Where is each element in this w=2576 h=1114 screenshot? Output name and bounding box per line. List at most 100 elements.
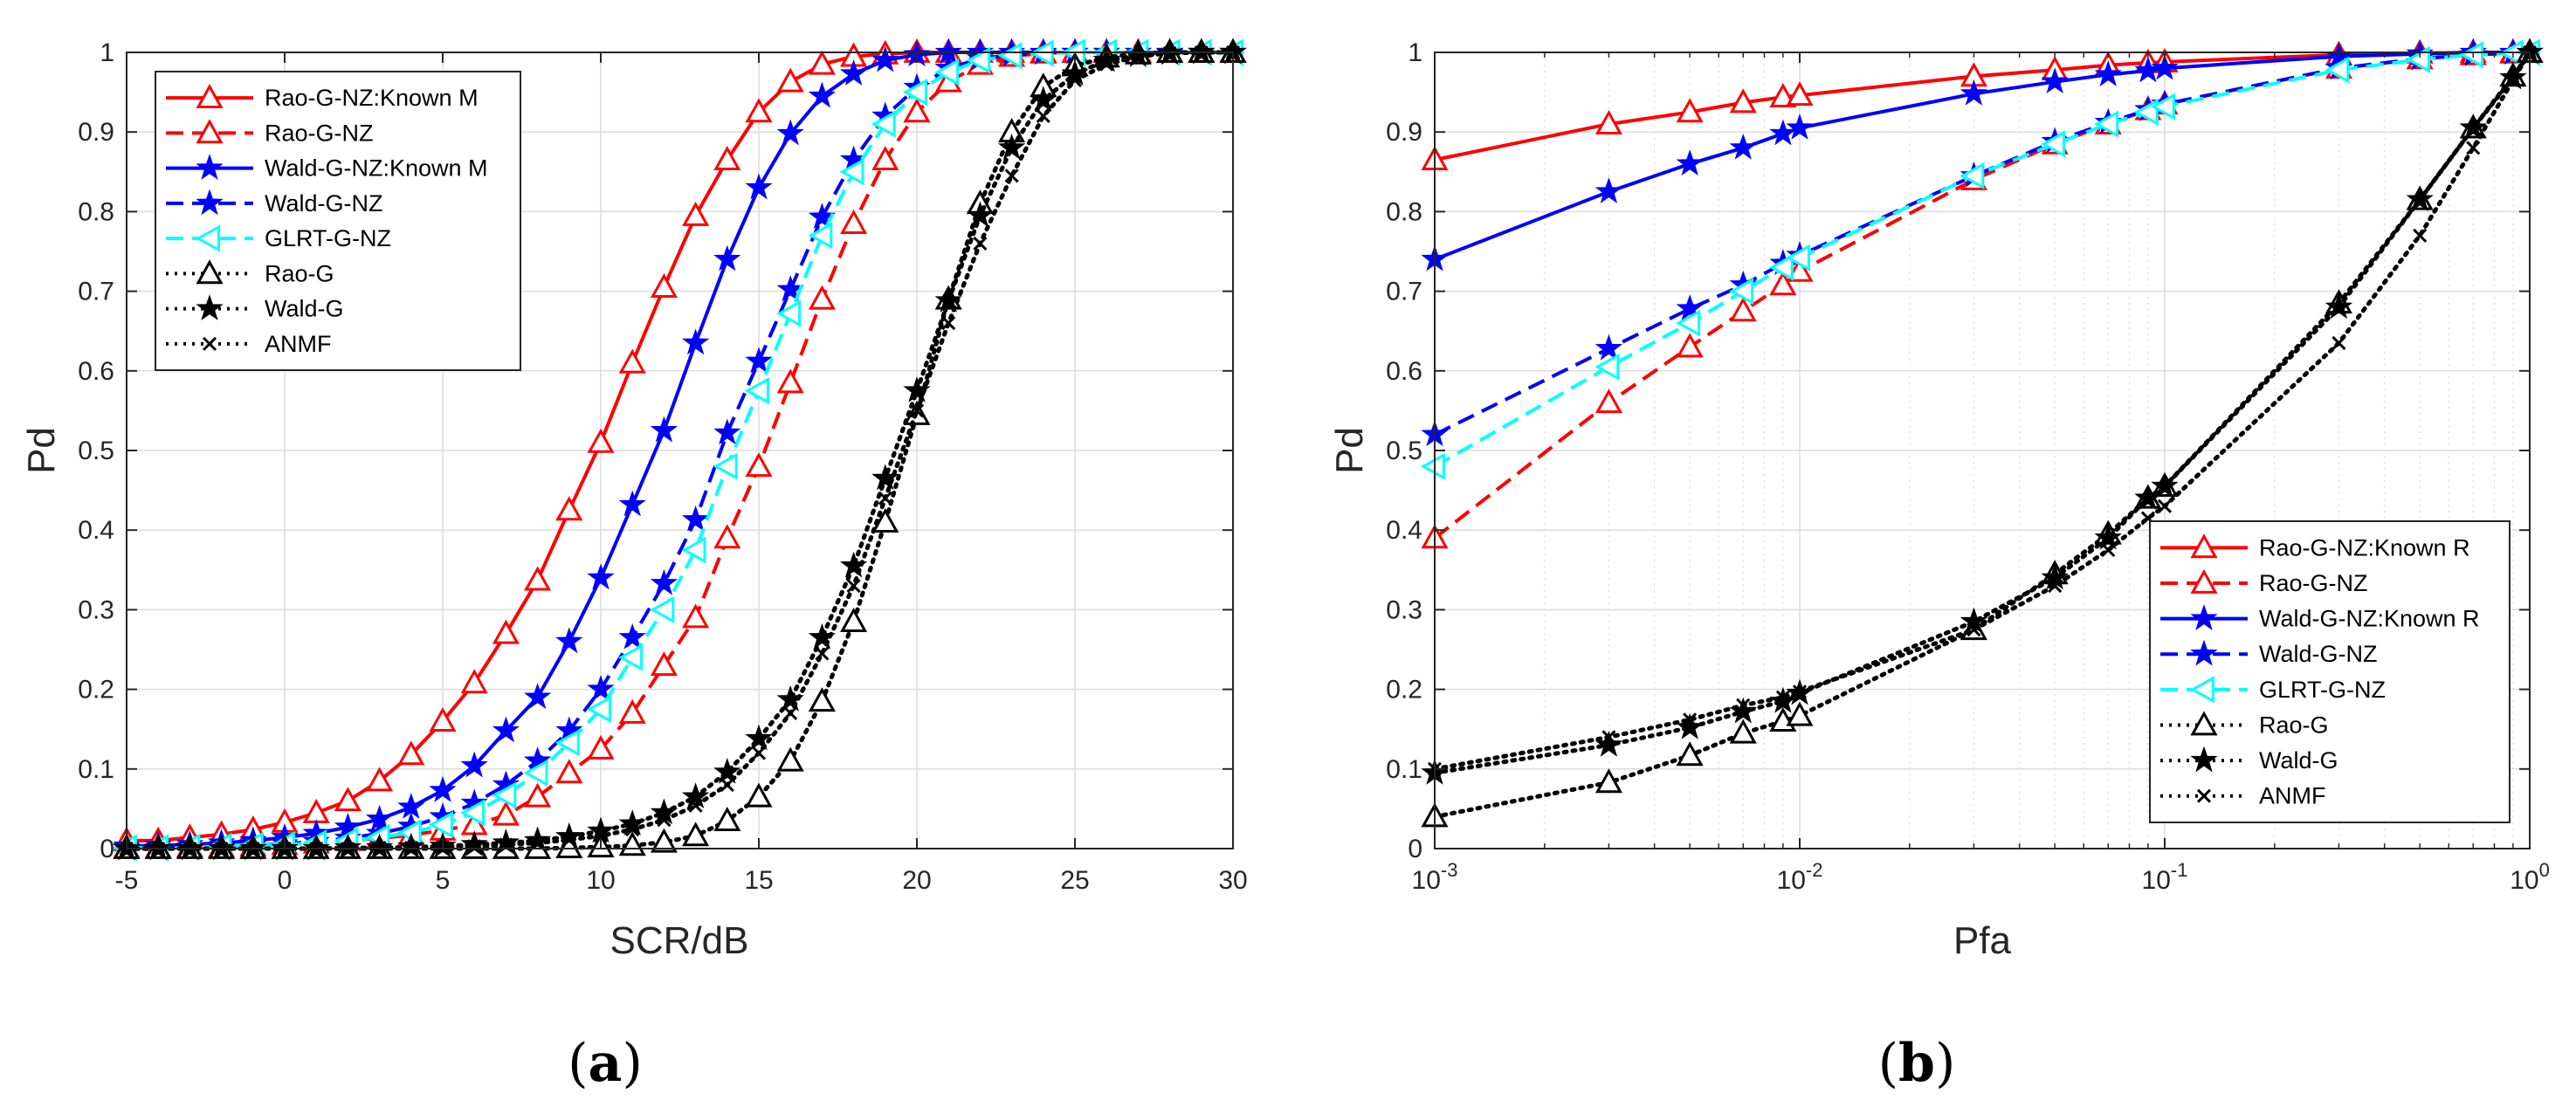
data-point-glrt-g-nz [2325,56,2350,84]
data-point-glrt-g-nz [902,79,927,107]
legend-label: Rao-G-NZ:Known M [265,85,479,111]
series-line-anmf [1432,50,2532,772]
y-tick-label: 0.2 [78,676,114,705]
data-point-wald-g-nz-known-m [460,751,488,778]
data-point-wald-g [2094,523,2122,550]
legend-marker [196,189,224,216]
data-point-rao-g-nz-known-r [1729,88,1757,113]
panel-a: 00.10.20.30.40.50.60.70.80.91-5 0 5 10 15 20 2… [20,38,1248,1094]
data-point-wald-g [713,757,741,784]
data-point-glrt-g-nz [2406,45,2431,73]
data-point-rao-g-nz [650,651,678,677]
data-point-wald-g [2134,484,2162,511]
panel-a-subfigure-label: (a) [568,1033,643,1094]
y-tick-label: 0.8 [1386,197,1422,226]
panel-b-y-axis-label: Pd [1328,427,1371,474]
y-tick-label: 1 [1408,38,1422,67]
data-point-rao-g [745,782,773,808]
data-point-glrt-g-nz [934,58,960,86]
data-point-wald-g [2459,113,2487,140]
data-point-rao-g-nz-known-m [682,201,710,226]
data-point-glrt-g-nz [2459,41,2484,69]
data-point-wald-g-nz-known-r [1786,113,1814,140]
data-point-glrt-g-nz [681,536,706,564]
data-point-rao-g-nz [555,759,583,784]
data-point-anmf [561,832,576,848]
data-point-wald-g-nz [681,505,710,532]
data-point-glrt-g-nz [871,110,896,138]
data-point-wald-g-nz-known-m [713,244,741,272]
legend-item-glrt-g-nz: GLRT-G-NZ [2160,676,2386,704]
legend-item-rao-g-nz: Rao-G-NZ [2160,568,2368,596]
data-point-anmf [688,798,703,813]
data-point-anmf [2505,72,2520,87]
data-point-rao-g-nz-known-m [555,496,583,521]
data-point-glrt-g-nz [1785,244,1810,272]
data-point-wald-g [2041,563,2069,590]
data-point-glrt-g-nz [776,299,802,327]
data-point-rao-g-nz [618,698,646,724]
data-point-anmf [751,746,767,760]
data-point-rao-g-nz-known-m [808,50,836,75]
y-tick-label: 0.8 [78,197,114,226]
y-tick-label: 0.3 [1386,595,1422,624]
legend-marker [196,119,224,144]
data-point-wald-g-nz-known-m [808,81,837,108]
data-point-wald-g [397,832,425,859]
data-point-wald-g-nz-known-m [587,563,615,590]
data-point-rao-g-nz-known-m [397,740,425,766]
data-point-anmf [1792,684,1808,699]
legend-label: GLRT-G-NZ [2259,677,2386,703]
series-line-rao-g [1432,50,2532,819]
data-point-glrt-g-nz [1960,162,1985,189]
legend-marker [2190,639,2218,666]
y-tick-label: 0.1 [78,755,114,784]
data-point-wald-g-nz-known-r [1729,133,1757,160]
data-point-glrt-g-nz [1729,278,1754,306]
legend-item-wald-g-nz: Wald-G-NZ [166,189,383,217]
data-point-glrt-g-nz [744,377,769,405]
data-point-rao-g-nz-known-m [618,348,646,374]
panel-b: 0 0.1 0.2 0.3 0.4 0.5 0.6 0.7 0.8 0.9 1 10-3 10-2 10-… [1328,38,2550,1094]
data-point-glrt-g-nz [713,452,738,480]
y-tick-label: 0.7 [78,278,114,306]
legend-item-glrt-g-nz: GLRT-G-NZ [166,224,391,252]
data-point-anmf [815,646,830,661]
x-tick-label: 10 [586,866,615,895]
legend-label: Rao-G [265,260,334,286]
legend-marker [2190,533,2218,559]
legend-label: ANMF [265,331,332,357]
panel-b-subfigure-label: (b) [1878,1033,1956,1094]
data-point-wald-g [966,201,995,228]
data-point-rao-g-nz [1729,297,1757,322]
legend-item-rao-g-nz-known-r: Rao-G-NZ:Known R [2160,533,2470,560]
data-point-rao-g-nz-known-r [1676,98,1704,123]
legend-item-rao-g-nz-known-m: Rao-G-NZ:Known M [166,84,479,111]
data-point-wald-g-nz-known-r [2094,60,2122,86]
y-tick-label: 0.9 [1386,118,1422,147]
y-tick-label: 0.2 [1386,676,1422,705]
x-tick-label: 5 [436,866,451,895]
data-point-wald-g-nz-known-r [1769,119,1797,146]
data-point-wald-g-nz [1676,294,1704,321]
data-point-rao-g-nz-known-m [460,669,488,694]
data-point-anmf [846,578,861,594]
legend-label: Wald-G-NZ:Known M [265,155,488,182]
data-point-wald-g-nz-known-m [523,683,552,710]
legend-item-rao-g: Rao-G [2160,711,2329,738]
data-point-glrt-g-nz [650,595,675,623]
data-point-rao-g [871,507,899,533]
data-point-glrt-g-nz [460,799,486,827]
legend-label: Wald-G [2259,747,2338,774]
data-point-rao-g-nz-known-m [745,98,773,123]
legend-box [155,71,521,371]
data-point-rao-g-nz-known-r [1786,81,1814,107]
data-point-rao-g [1676,741,1704,767]
data-point-wald-g-nz [618,622,646,650]
data-point-anmf [593,829,609,843]
data-point-wald-g [2151,471,2179,499]
data-point-rao-g [1595,768,1622,794]
data-point-rao-g-nz [492,801,520,826]
x-tick-label: 10-3 [1412,859,1458,895]
